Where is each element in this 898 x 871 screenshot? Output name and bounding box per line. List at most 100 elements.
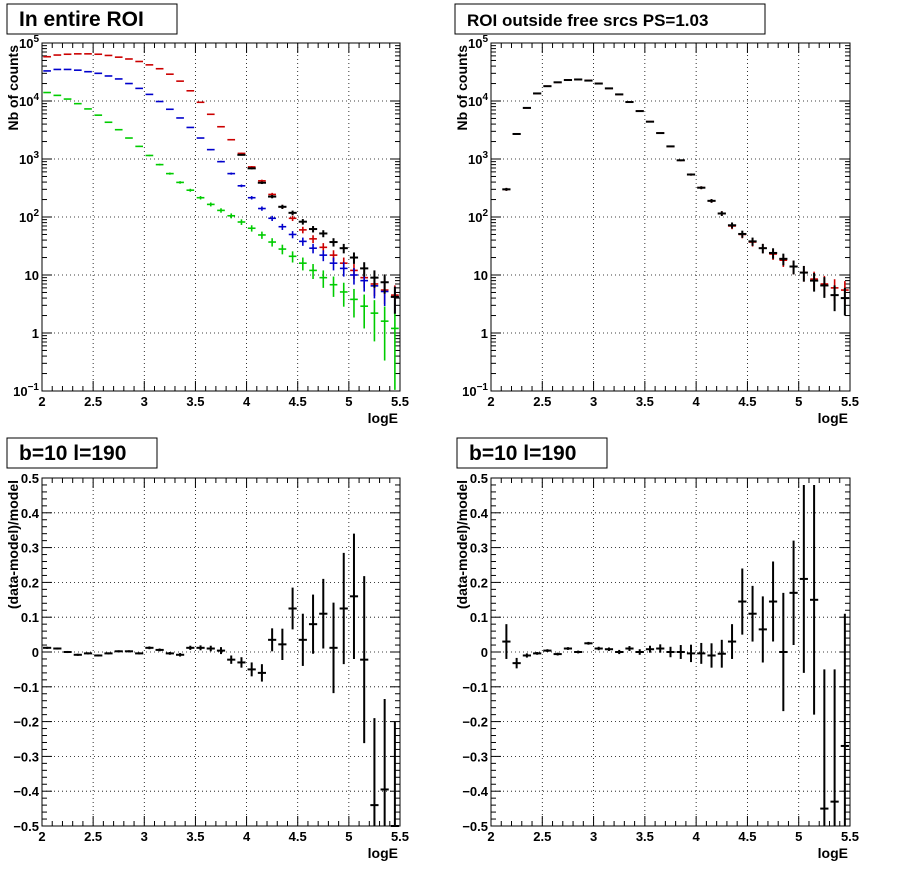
y-tick-label: −0.4 [462, 784, 488, 799]
series-2 [502, 78, 849, 316]
x-tick-label: 2.5 [84, 394, 102, 409]
data-point [758, 596, 767, 663]
data-point [830, 669, 839, 826]
data-point [216, 647, 226, 655]
series-3 [43, 91, 399, 390]
x-axis-label: logE [368, 845, 398, 861]
data-point [635, 649, 644, 655]
y-tick-label: 0.2 [21, 575, 39, 590]
data-point [666, 646, 675, 658]
data-point [360, 262, 369, 277]
data-point [686, 644, 696, 663]
data-point [329, 276, 338, 297]
data-point [155, 163, 164, 166]
data-point [206, 645, 215, 652]
x-tick-label: 4.5 [738, 829, 756, 844]
data-point [186, 188, 195, 192]
data-point [258, 231, 266, 239]
data-point [278, 244, 287, 255]
data-point [308, 594, 318, 654]
data-point [257, 664, 267, 682]
data-point [625, 646, 634, 651]
data-point [748, 237, 757, 246]
data-point [820, 277, 829, 298]
data-point [124, 650, 134, 653]
data-point [809, 272, 819, 292]
x-tick-label: 5.5 [391, 829, 409, 844]
title-border [454, 3, 766, 35]
data-point [380, 306, 389, 361]
chart-panel-4: 2 2.5 3 3.5 4 4.5 5 5.5 −0.5 −0.4 −0.3 −0.2 −0.1 0 0.1… [454, 437, 859, 861]
data-point [830, 285, 839, 312]
data-point [166, 108, 174, 111]
x-tick-label: 2 [487, 829, 494, 844]
data-point [656, 644, 665, 653]
data-point [104, 121, 113, 124]
y-tick-label: 104 [468, 92, 488, 109]
data-point [738, 568, 747, 635]
y-tick-label: 105 [468, 34, 488, 51]
plot-area [491, 43, 850, 391]
data-point [360, 294, 369, 329]
x-tick-label: 5 [795, 394, 802, 409]
x-tick-label: 4 [243, 829, 251, 844]
data-point [339, 243, 348, 254]
data-point [206, 148, 215, 151]
data-point [319, 230, 328, 238]
y-tick-label: −0.2 [462, 715, 488, 730]
data-point [298, 226, 307, 234]
data-point [186, 645, 195, 650]
y-tick-label: −0.3 [13, 749, 39, 764]
data-point [268, 628, 277, 652]
data-point [380, 698, 389, 826]
plot-frame [490, 42, 851, 392]
y-tick-label: 0.4 [470, 506, 489, 521]
data-point [543, 649, 552, 652]
data-point [840, 613, 849, 826]
data-point [196, 645, 205, 651]
series-4 [237, 153, 399, 314]
data-point [206, 113, 215, 116]
data-point [789, 540, 798, 646]
x-tick-label: 5.5 [841, 394, 859, 409]
data-point [779, 592, 788, 712]
x-tick-label: 3.5 [636, 394, 654, 409]
data-point [686, 173, 696, 176]
data-point [166, 172, 174, 175]
data-point [502, 187, 511, 191]
data-point [206, 202, 215, 207]
plot-frame [41, 477, 401, 827]
title-box: ROI outside free srcs PS=1.03 [454, 3, 766, 35]
data-point [707, 199, 716, 203]
chart-title: In entire ROI [19, 8, 144, 31]
data-point [319, 578, 328, 649]
data-point [155, 100, 164, 103]
y-axis-label: (data-model)/model [454, 480, 470, 609]
data-point [247, 167, 256, 170]
x-tick-label: 5.5 [391, 394, 409, 409]
data-point [707, 643, 716, 668]
data-point [227, 138, 236, 141]
y-axis-label: Nb of counts [454, 45, 470, 131]
data-point [809, 484, 819, 715]
data-point [370, 718, 379, 826]
x-tick-label: 3.5 [186, 394, 204, 409]
data-point [84, 108, 92, 110]
data-point [840, 287, 849, 316]
data-point [635, 110, 644, 113]
data-point [217, 208, 225, 213]
data-point [370, 300, 379, 342]
data-point [727, 624, 737, 659]
data-point [717, 639, 726, 668]
data-point [615, 649, 624, 655]
x-tick-label: 4 [693, 829, 701, 844]
data-point [594, 646, 603, 651]
data-point [73, 653, 82, 656]
data-point [319, 250, 328, 262]
data-points [502, 78, 849, 316]
x-tick-label: 3.5 [186, 829, 204, 844]
y-tick-label: 0.5 [470, 471, 488, 486]
x-tick-label: 3 [590, 394, 597, 409]
y-tick-label: 1 [481, 326, 488, 341]
